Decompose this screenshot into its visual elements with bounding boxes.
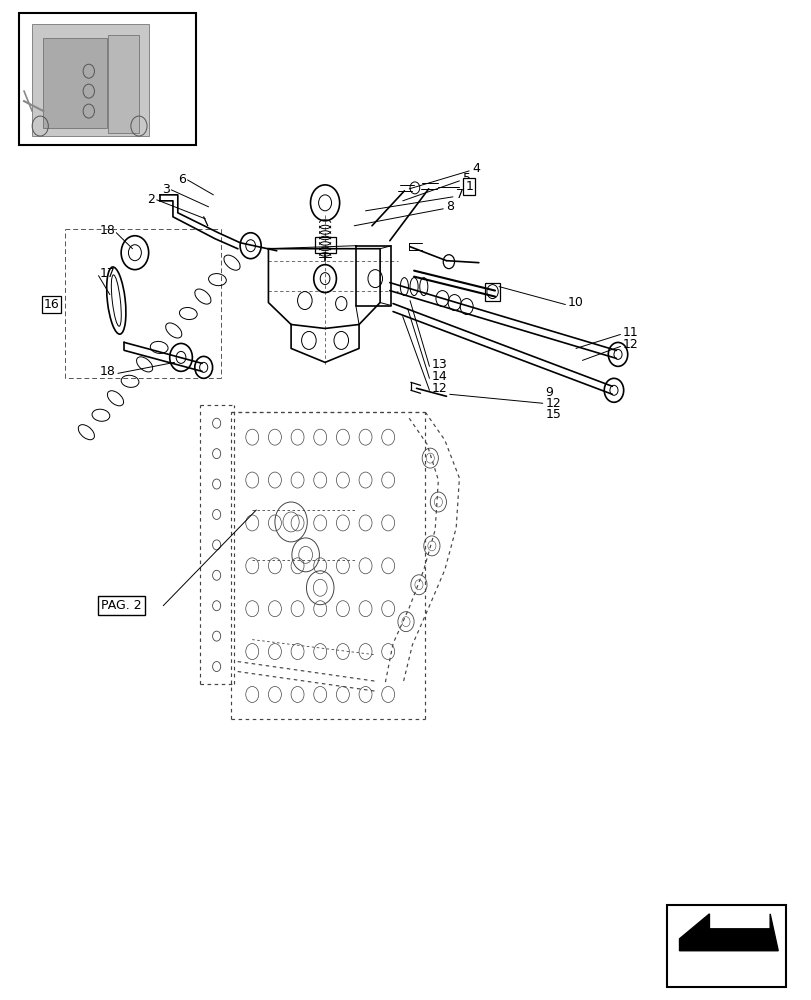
Text: 1: 1 [465,180,473,193]
Text: 14: 14 [431,370,447,383]
Text: 18: 18 [100,224,116,237]
Bar [32,24,149,136]
Polygon shape [679,914,777,951]
Text: 12: 12 [431,382,447,395]
Text: 9: 9 [544,386,552,399]
Text: 8: 8 [446,200,454,213]
Bar [666,905,785,987]
Bar [44,38,106,128]
Text: 11: 11 [622,326,637,339]
Text: 17: 17 [100,267,116,280]
Bar [485,283,500,301]
Bar [108,35,139,133]
Text: PAG. 2: PAG. 2 [101,599,141,612]
Text: 4: 4 [472,162,479,175]
Text: 2: 2 [147,193,155,206]
Text: 15: 15 [544,408,560,421]
Text: 10: 10 [567,296,583,309]
Bar [19,13,195,145]
Text: 3: 3 [161,183,169,196]
Text: 16: 16 [44,298,59,311]
Text: 18: 18 [100,365,116,378]
Text: 12: 12 [544,397,560,410]
Text: 13: 13 [431,358,447,371]
Text: 7: 7 [456,188,464,201]
Text: 5: 5 [462,172,470,185]
Text: 12: 12 [622,338,637,351]
Text: 6: 6 [178,173,186,186]
Bar [315,237,336,253]
